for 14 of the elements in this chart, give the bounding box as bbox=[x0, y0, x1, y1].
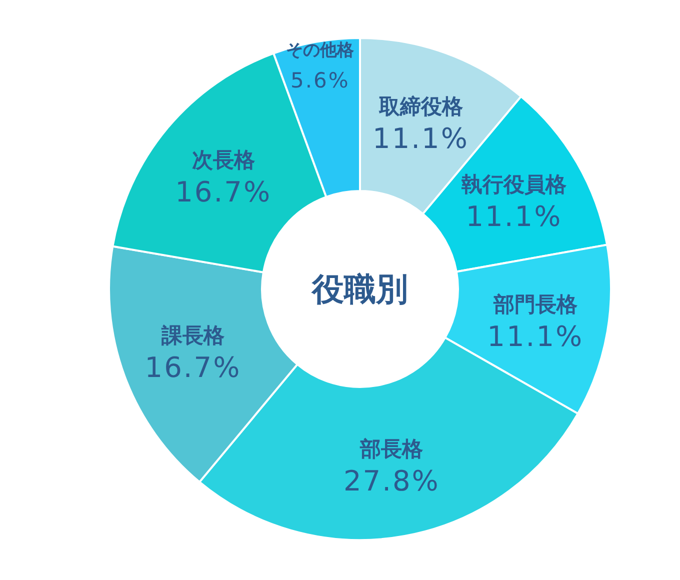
data-label: 5.6% bbox=[290, 68, 350, 93]
data-label: 16.7% bbox=[175, 175, 272, 208]
data-label: 11.1% bbox=[466, 200, 562, 234]
slice-label: 次長格 bbox=[192, 148, 256, 172]
data-label: 16.7% bbox=[144, 351, 242, 384]
text: 役職別 bbox=[311, 270, 408, 308]
slice-label: 課長格 bbox=[160, 324, 226, 348]
data-label: 11.1% bbox=[372, 122, 469, 156]
data-label: 27.8% bbox=[343, 464, 440, 498]
slice-label: 部門長格 bbox=[492, 292, 578, 316]
data-label: 11.1% bbox=[487, 320, 584, 353]
slice-label: 取締役格 bbox=[378, 94, 464, 119]
slice-label: 部長格 bbox=[359, 437, 424, 462]
slice-label: 執行役員格 bbox=[460, 172, 568, 197]
